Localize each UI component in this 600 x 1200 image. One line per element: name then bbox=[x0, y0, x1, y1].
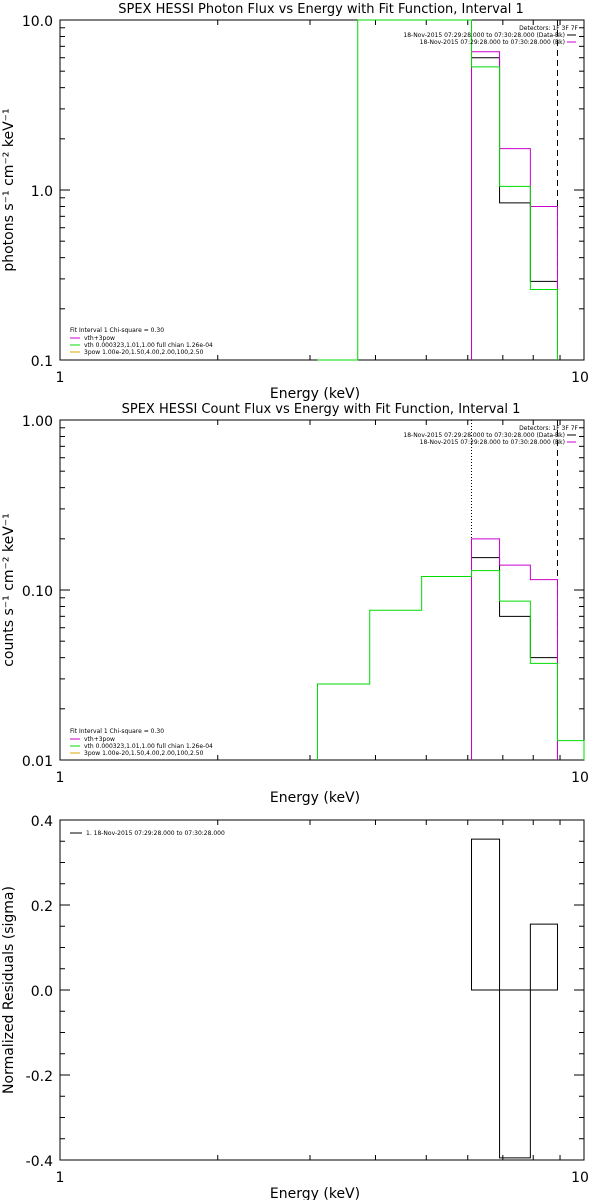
x-axis-label: Energy (keV) bbox=[270, 1186, 360, 1200]
y-tick-label: 0.2 bbox=[31, 899, 53, 915]
legend-3pow: 3pow 1.00e-20,1.50,4.00,2.00,100,2.50 bbox=[84, 349, 204, 356]
histogram-series bbox=[317, 19, 558, 361]
y-axis-label: counts s⁻¹ cm⁻² keV⁻¹ bbox=[1, 513, 17, 667]
plot-series bbox=[316, 538, 585, 760]
legend-3pow: 3pow 1.00e-20,1.50,4.00,2.00,100,2.50 bbox=[84, 750, 204, 757]
plot-series bbox=[317, 19, 558, 361]
x-tick-label: 1 bbox=[56, 1170, 65, 1186]
histogram-series bbox=[471, 538, 558, 760]
y-tick-label: 0.1 bbox=[31, 354, 53, 370]
x-tick-label: 10 bbox=[571, 1170, 589, 1186]
y-tick-label: 0.01 bbox=[22, 754, 53, 770]
y-tick-label: 10.0 bbox=[22, 14, 53, 30]
y-tick-label: 1.00 bbox=[22, 414, 53, 430]
y-tick-label: -0.4 bbox=[26, 1154, 53, 1170]
histogram-series bbox=[316, 570, 585, 760]
histogram-series bbox=[471, 557, 558, 760]
legend-vth: vth 0.000323,1.01,1.00 full chian 1.26e-… bbox=[84, 743, 213, 750]
x-tick-label: 10 bbox=[571, 370, 589, 386]
x-tick-label: 10 bbox=[571, 770, 589, 786]
plot-frame bbox=[59, 419, 585, 761]
y-tick-label: 0.0 bbox=[31, 984, 53, 1000]
legend-model: vth+3pow bbox=[84, 335, 115, 342]
legend-data-bk: 18-Nov-2015 07:29:28.000 to 07:30:28.000… bbox=[403, 432, 565, 439]
residual-bar bbox=[499, 989, 531, 1159]
photon-flux-panel: SPEX HESSI Photon Flux vs Energy with Fi… bbox=[1, 2, 589, 402]
residuals-panel: 0.4 0.2 0.0 -0.2 -0.4 1 10 Energy (keV) … bbox=[1, 814, 589, 1200]
residual-bar bbox=[471, 838, 501, 991]
reference-lines bbox=[471, 420, 558, 760]
y-axis-label: photons s⁻¹ cm⁻² keV⁻¹ bbox=[1, 108, 17, 271]
legend-model: vth+3pow bbox=[84, 736, 115, 743]
chart-title: SPEX HESSI Photon Flux vs Energy with Fi… bbox=[118, 2, 524, 17]
x-axis-label: Energy (keV) bbox=[270, 386, 360, 402]
legend-fit-interval: Fit Interval 1 Chi-square = 0.30 bbox=[70, 728, 164, 735]
y-tick-label: 1.0 bbox=[31, 184, 53, 200]
y-axis-label: Normalized Residuals (sigma) bbox=[1, 886, 17, 1094]
x-tick-label: 1 bbox=[56, 770, 65, 786]
axis-ticks bbox=[59, 19, 585, 361]
y-tick-label: 0.10 bbox=[22, 584, 53, 600]
axis-ticks bbox=[59, 819, 585, 1161]
y-tick-label: 0.4 bbox=[31, 814, 53, 830]
x-axis-label: Energy (keV) bbox=[270, 790, 360, 806]
plot-series bbox=[471, 838, 558, 1159]
plot-frame bbox=[59, 19, 585, 361]
reference-lines bbox=[471, 20, 558, 360]
legend-bk: 18-Nov-2015 07:29:28.000 to 07:30:28.000… bbox=[420, 439, 565, 446]
residual-bar bbox=[529, 923, 558, 991]
y-tick-label: -0.2 bbox=[26, 1069, 53, 1085]
legend-detectors: Detectors: 1F 3F 7F bbox=[519, 425, 578, 432]
legend-series-name: 1. 18-Nov-2015 07:29:28.000 to 07:30:28.… bbox=[86, 830, 225, 837]
count-flux-panel: SPEX HESSI Count Flux vs Energy with Fit… bbox=[1, 402, 589, 806]
chart-title: SPEX HESSI Count Flux vs Energy with Fit… bbox=[122, 402, 521, 417]
legend-data-bk: 18-Nov-2015 07:29:28.000 to 07:30:28.000… bbox=[403, 32, 565, 39]
legend-fit-interval: Fit Interval 1 Chi-square = 0.30 bbox=[70, 327, 164, 334]
legend-detectors: Detectors: 1F 3F 7F bbox=[519, 25, 578, 32]
histogram-series bbox=[471, 57, 558, 360]
axis-ticks bbox=[59, 419, 585, 761]
legend-bk: 18-Nov-2015 07:29:28.000 to 07:30:28.000… bbox=[420, 39, 565, 46]
x-tick-label: 1 bbox=[56, 370, 65, 386]
legend-vth: vth 0.000323,1.01,1.00 full chian 1.26e-… bbox=[84, 342, 213, 349]
histogram-series bbox=[471, 51, 558, 360]
